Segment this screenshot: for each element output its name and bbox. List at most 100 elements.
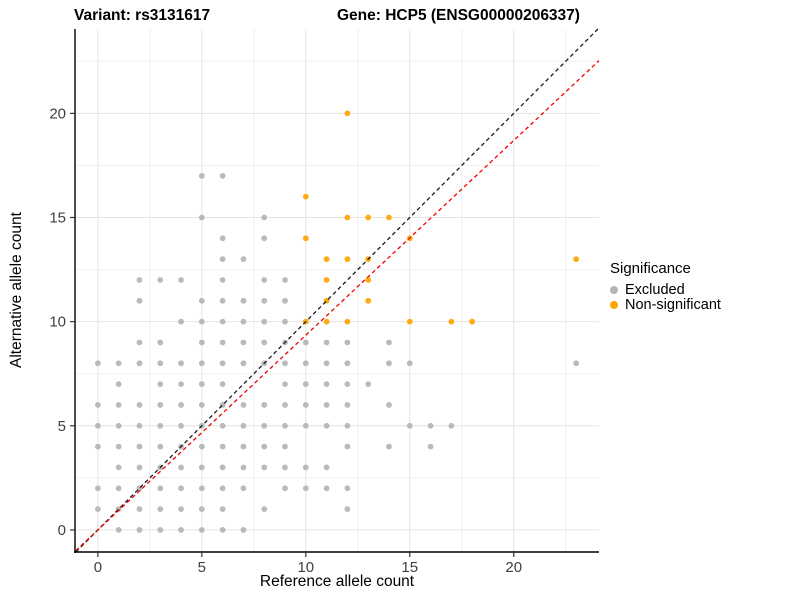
- data-point-excluded: [386, 402, 392, 408]
- data-point-excluded: [198, 381, 205, 388]
- data-point-excluded: [261, 235, 268, 242]
- data-point-excluded: [302, 422, 309, 429]
- data-point-excluded: [282, 402, 288, 408]
- data-point-excluded: [115, 360, 122, 367]
- data-point-excluded: [157, 339, 164, 346]
- data-point-non-significant: [365, 297, 372, 304]
- data-point-excluded: [198, 360, 205, 367]
- data-point-excluded: [261, 422, 268, 429]
- data-point-non-significant: [323, 277, 330, 283]
- data-point-excluded: [136, 506, 143, 512]
- data-point-non-significant: [344, 318, 351, 325]
- data-point-excluded: [573, 360, 580, 367]
- data-point-excluded: [261, 214, 268, 221]
- data-point-excluded: [178, 464, 184, 471]
- data-point-excluded: [178, 381, 184, 388]
- data-point-non-significant: [573, 256, 580, 263]
- data-point-non-significant: [344, 214, 351, 221]
- data-point-excluded: [178, 277, 184, 283]
- data-point-excluded: [198, 485, 205, 492]
- data-point-excluded: [302, 464, 309, 471]
- data-point-excluded: [198, 318, 205, 325]
- data-point-excluded: [157, 443, 164, 450]
- data-point-non-significant: [323, 256, 330, 263]
- data-point-excluded: [178, 422, 184, 429]
- data-point-non-significant: [469, 318, 476, 325]
- data-point-excluded: [344, 506, 351, 512]
- data-point-excluded: [386, 339, 392, 346]
- legend: Significance Excluded Non-significant: [610, 260, 721, 313]
- data-point-excluded: [94, 506, 101, 512]
- data-point-excluded: [198, 297, 205, 304]
- data-point-excluded: [157, 422, 164, 429]
- data-point-excluded: [136, 527, 143, 533]
- data-point-excluded: [178, 360, 184, 367]
- data-point-excluded: [136, 464, 143, 471]
- data-point-excluded: [178, 402, 184, 408]
- data-point-excluded: [323, 381, 330, 388]
- data-point-excluded: [406, 422, 413, 429]
- legend-item-excluded: Excluded: [610, 282, 721, 298]
- data-point-excluded: [178, 506, 184, 512]
- data-point-excluded: [261, 506, 268, 512]
- data-point-excluded: [157, 485, 164, 492]
- data-point-excluded: [282, 464, 288, 471]
- data-point-non-significant: [302, 193, 309, 200]
- data-point-excluded: [302, 339, 309, 346]
- x-tick-label: 5: [198, 559, 206, 576]
- y-tick-label: 0: [58, 522, 66, 539]
- data-point-excluded: [136, 277, 143, 283]
- data-point-excluded: [198, 506, 205, 512]
- data-point-excluded: [178, 485, 184, 492]
- data-point-excluded: [219, 172, 226, 179]
- data-point-excluded: [198, 339, 205, 346]
- data-point-excluded: [240, 339, 247, 346]
- identity-line: [75, 28, 599, 553]
- data-point-excluded: [157, 360, 164, 367]
- data-point-excluded: [157, 527, 164, 533]
- data-point-excluded: [302, 485, 309, 492]
- legend-item-non-significant: Non-significant: [610, 296, 721, 313]
- data-point-excluded: [344, 485, 351, 492]
- legend-item-label: Non-significant: [625, 296, 721, 313]
- data-point-excluded: [282, 297, 288, 304]
- x-axis-label: Reference allele count: [259, 573, 415, 590]
- data-point-excluded: [115, 464, 122, 471]
- data-point-non-significant: [344, 256, 351, 263]
- data-point-excluded: [323, 422, 330, 429]
- data-point-excluded: [115, 443, 122, 450]
- data-point-excluded: [219, 339, 226, 346]
- excluded-dot-icon: [610, 285, 618, 294]
- data-point-excluded: [198, 402, 205, 408]
- data-point-excluded: [323, 464, 330, 471]
- fit-line: [75, 60, 600, 552]
- data-point-excluded: [219, 443, 226, 450]
- data-point-non-significant: [448, 318, 455, 325]
- data-point-excluded: [323, 360, 330, 367]
- data-point-excluded: [240, 422, 247, 429]
- data-point-excluded: [261, 402, 268, 408]
- data-point-non-significant: [365, 277, 372, 283]
- data-point-excluded: [448, 422, 455, 429]
- data-point-excluded: [178, 318, 184, 325]
- data-point-non-significant: [323, 318, 330, 325]
- data-point-excluded: [240, 443, 247, 450]
- data-point-excluded: [282, 443, 288, 450]
- data-point-excluded: [323, 402, 330, 408]
- data-point-excluded: [115, 527, 122, 533]
- data-point-excluded: [219, 256, 226, 263]
- data-point-excluded: [282, 422, 288, 429]
- data-point-excluded: [427, 422, 434, 429]
- data-point-excluded: [240, 527, 247, 533]
- data-point-excluded: [136, 297, 143, 304]
- data-point-excluded: [323, 485, 330, 492]
- data-point-excluded: [198, 443, 205, 450]
- x-tick-label: 15: [401, 559, 418, 576]
- data-point-non-significant: [302, 235, 309, 242]
- data-point-excluded: [219, 464, 226, 471]
- data-point-excluded: [344, 422, 351, 429]
- data-point-excluded: [302, 402, 309, 408]
- data-point-excluded: [219, 360, 226, 367]
- data-point-excluded: [282, 360, 288, 367]
